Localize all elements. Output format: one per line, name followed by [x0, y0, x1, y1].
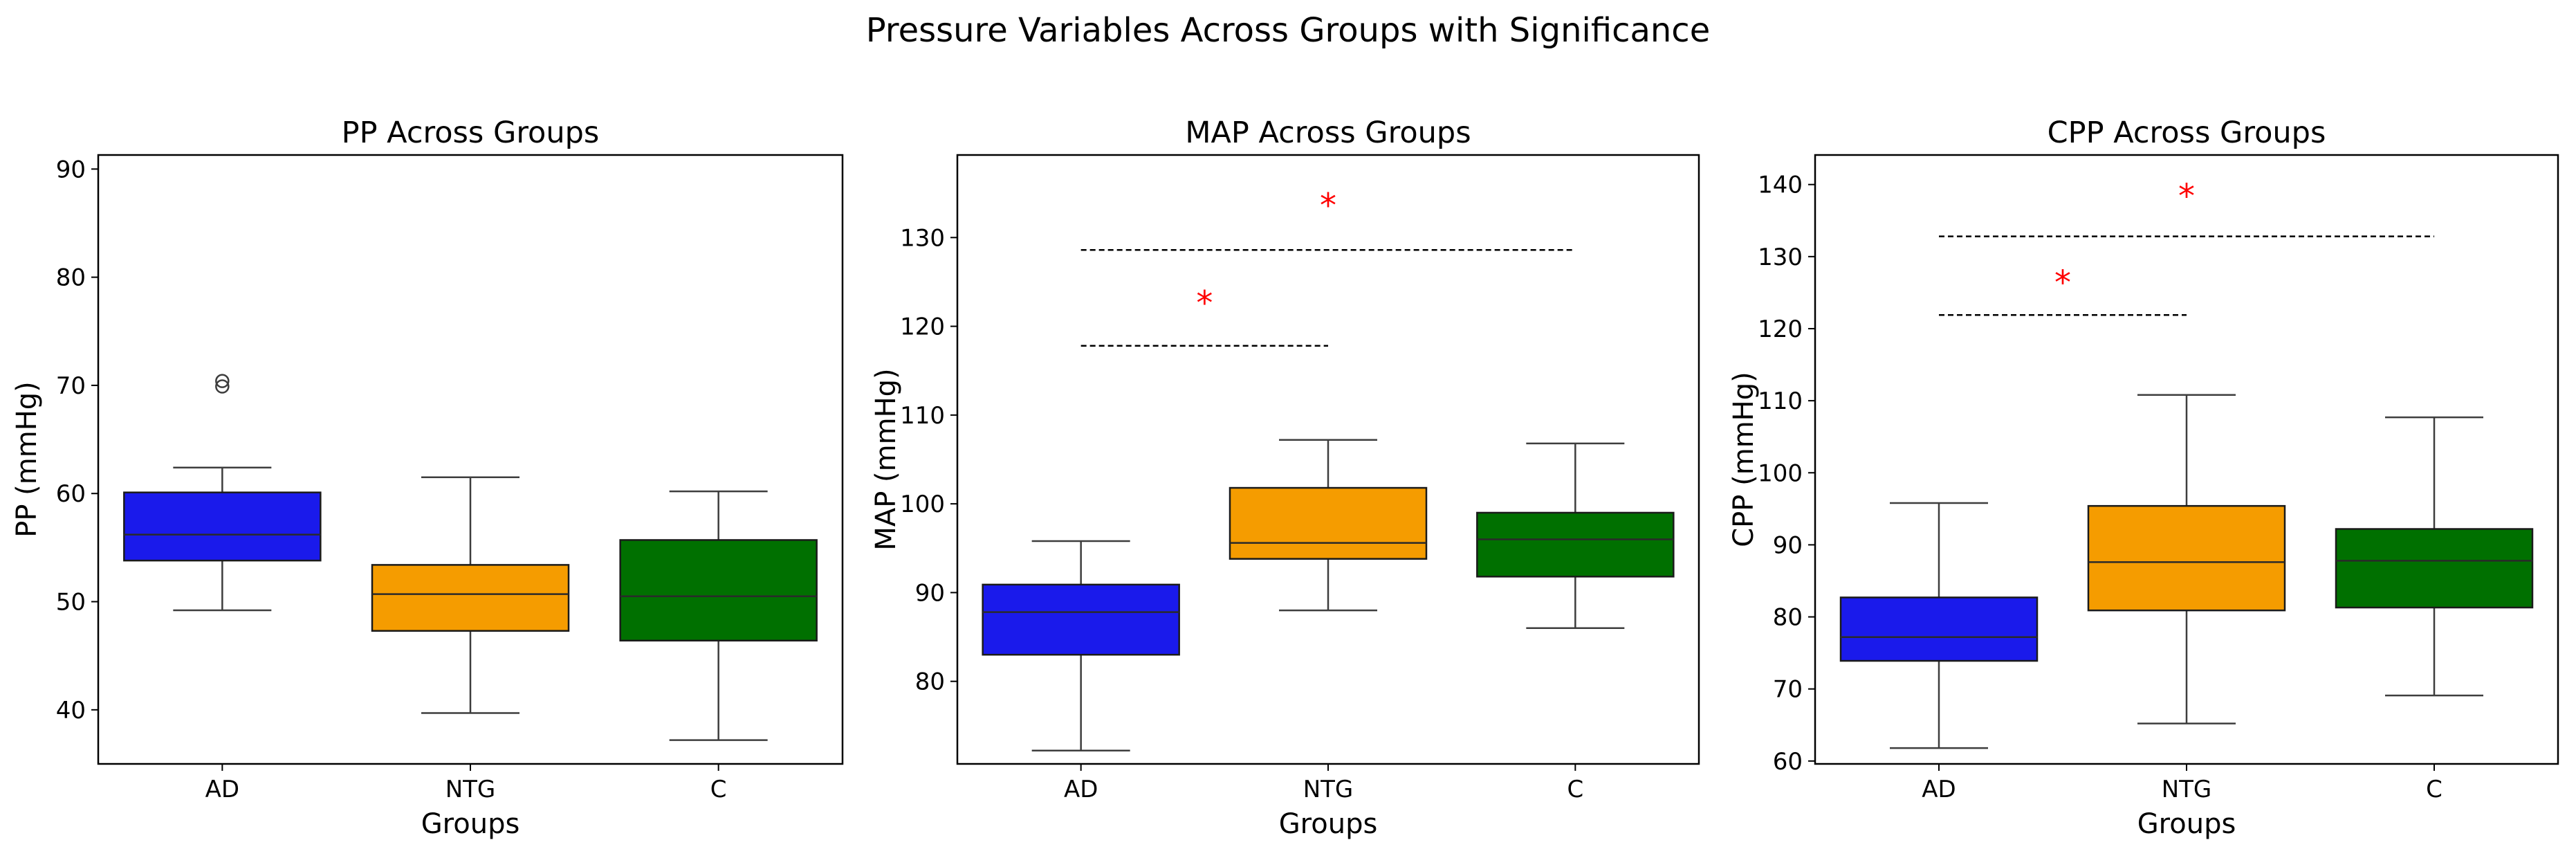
- y-tick-label: 80: [915, 668, 945, 696]
- iqr-box: [1476, 511, 1675, 578]
- iqr-box: [619, 539, 818, 642]
- x-tick-label: C: [2426, 776, 2442, 803]
- y-tick-label: 90: [915, 579, 945, 607]
- y-tick-label: 140: [1758, 172, 1803, 199]
- y-tick-label: 100: [900, 491, 945, 518]
- y-axis-label: CPP (mmHg): [1728, 372, 1760, 547]
- y-tick-label: 130: [1758, 244, 1803, 271]
- y-tick-label: 40: [56, 697, 86, 724]
- y-tick-label: 70: [56, 372, 86, 400]
- iqr-box: [2335, 528, 2534, 609]
- iqr-box: [2087, 504, 2286, 612]
- x-tick-label: C: [1567, 776, 1583, 803]
- significance-star: *: [2178, 177, 2195, 216]
- subplot-0: PP Across Groups 40 50 60 70 80 90 AD NTG C Groups…: [11, 116, 844, 840]
- significance-AD-C: *: [1939, 177, 2434, 237]
- axes-frame: [956, 154, 1700, 765]
- y-tick-label: 60: [56, 480, 86, 508]
- y-tick-label: 100: [1758, 459, 1803, 487]
- subplot-title: PP Across Groups: [342, 116, 600, 150]
- box-NTG: [1229, 439, 1428, 612]
- x-tick-label: AD: [205, 776, 239, 803]
- x-tick-label: NTG: [1303, 776, 1354, 803]
- subplot-1: MAP Across Groups 80 90 100 110 120 130 AD NTG C *…: [870, 116, 1700, 840]
- y-axis-label: MAP (mmHg): [870, 368, 902, 550]
- significance-star: *: [1320, 187, 1336, 226]
- y-tick-label: 90: [1773, 531, 1803, 559]
- x-tick-label: NTG: [445, 776, 496, 803]
- subplot-2: CPP Across Groups 60 70 80 90 100 110 120 130 140…: [1728, 116, 2559, 840]
- iqr-box: [123, 491, 322, 562]
- y-tick-label: 120: [900, 313, 945, 341]
- y-tick-label: 70: [1773, 676, 1803, 704]
- significance-AD-NTG: *: [1939, 264, 2187, 316]
- x-axis-label: Groups: [1279, 808, 1378, 840]
- x-tick-label: NTG: [2162, 776, 2212, 803]
- y-tick-label: 80: [1773, 604, 1803, 632]
- y-tick-label: 120: [1758, 316, 1803, 343]
- subplots: PP Across Groups 40 50 60 70 80 90 AD NTG C Groups…: [11, 116, 2559, 840]
- axes-frame: [97, 154, 844, 765]
- axes-frame: [1814, 154, 2559, 765]
- outlier-point: [215, 379, 230, 394]
- x-axis-label: Groups: [421, 808, 520, 840]
- y-tick-label: 90: [56, 156, 86, 183]
- figure-title: Pressure Variables Across Groups with Si…: [866, 11, 1710, 50]
- iqr-box: [371, 564, 570, 632]
- y-tick-label: 110: [900, 402, 945, 430]
- significance-star: *: [1196, 284, 1213, 323]
- significance-AD-C: *: [1080, 187, 1576, 251]
- box-AD: [123, 374, 322, 612]
- y-tick-label: 110: [1758, 387, 1803, 415]
- y-axis-label: PP (mmHg): [11, 381, 43, 538]
- x-tick-label: C: [710, 776, 727, 803]
- box-C: [1476, 442, 1675, 629]
- box-AD: [1839, 502, 2039, 749]
- iqr-box: [982, 583, 1180, 656]
- subplot-title: MAP Across Groups: [1185, 116, 1471, 150]
- x-tick-label: AD: [1064, 776, 1098, 803]
- x-tick-label: AD: [1922, 776, 1956, 803]
- significance-AD-NTG: *: [1080, 284, 1328, 347]
- iqr-box: [1839, 596, 2039, 662]
- x-axis-label: Groups: [2137, 808, 2236, 840]
- subplot-title: CPP Across Groups: [2048, 116, 2326, 150]
- iqr-box: [1229, 486, 1428, 560]
- significance-star: *: [2054, 264, 2071, 302]
- box-NTG: [2087, 394, 2286, 724]
- box-NTG: [371, 476, 570, 714]
- box-AD: [982, 540, 1180, 752]
- box-C: [2335, 416, 2534, 697]
- y-tick-label: 130: [900, 224, 945, 252]
- y-tick-label: 80: [56, 264, 86, 292]
- y-tick-label: 50: [56, 589, 86, 617]
- outlier-point: [215, 374, 230, 388]
- box-C: [619, 490, 818, 741]
- y-tick-label: 60: [1773, 748, 1803, 776]
